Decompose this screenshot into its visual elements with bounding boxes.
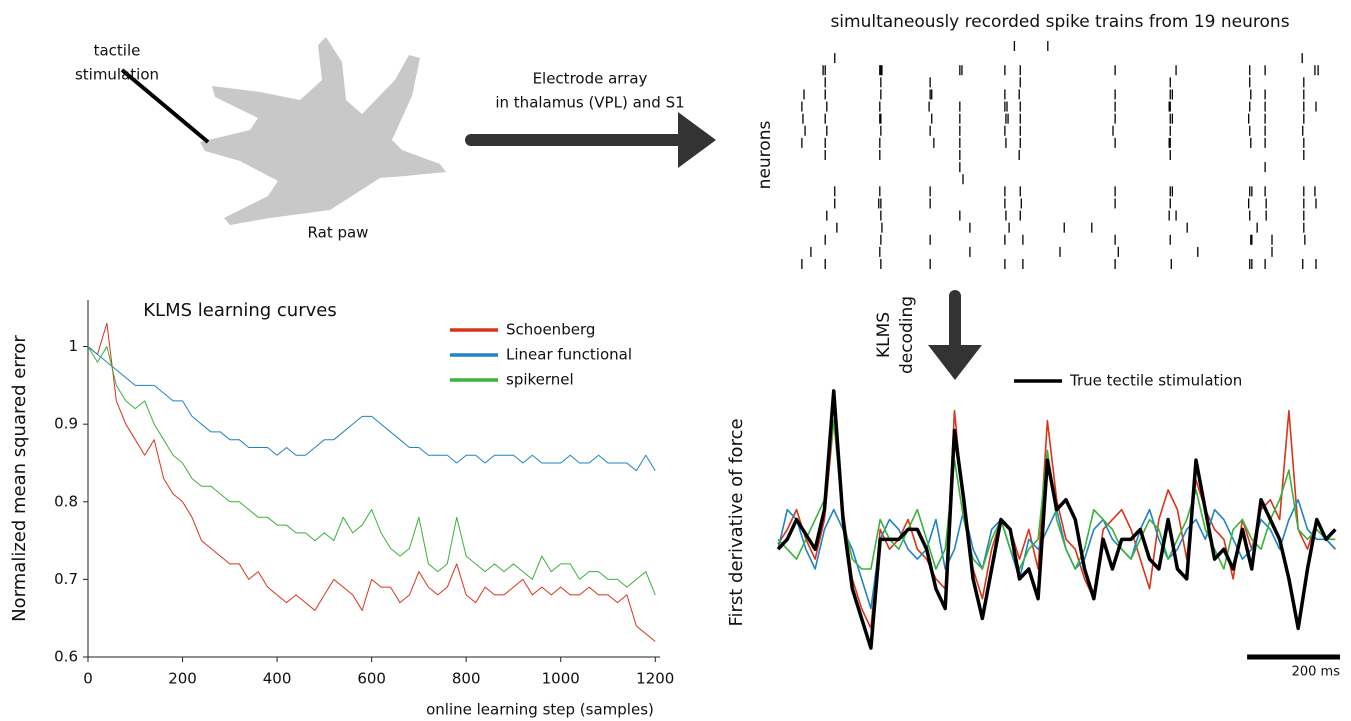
x-tick-label: 0 [83, 670, 93, 688]
x-tick-label: 1200 [636, 670, 674, 688]
decoding-label: decoding [897, 296, 917, 374]
y-axis-label: First derivative of force [726, 418, 747, 626]
scale-bar-label: 200 ms [1292, 665, 1341, 680]
legend-label: Schoenberg [506, 321, 595, 339]
x-axis-label: online learning step (samples) [426, 701, 654, 719]
paw-label: Rat paw [308, 224, 369, 242]
legend-label: True tectile stimulation [1069, 372, 1242, 390]
legend-label: spikernel [506, 371, 574, 389]
arrow-head [928, 345, 982, 380]
y-tick-label: 0.9 [54, 415, 78, 433]
arrow-shaft [949, 290, 961, 350]
series-line [87, 322, 656, 642]
arrow-shaft [465, 134, 683, 146]
chart-title: KLMS learning curves [143, 300, 336, 321]
stimulation-probe [120, 68, 210, 144]
y-tick-label: 0.8 [54, 492, 78, 510]
chart-title: simultaneously recorded spike trains fro… [830, 12, 1289, 32]
electrode-label: in thalamus (VPL) and S1 [495, 94, 684, 112]
y-axis-label: Normalized mean squared error [9, 335, 30, 622]
x-tick-label: 600 [357, 670, 386, 688]
x-tick-label: 200 [168, 670, 197, 688]
electrode-label: Electrode array [533, 70, 648, 88]
y-tick-label: 0.7 [54, 570, 78, 588]
arrow-head [678, 112, 716, 168]
series-line [776, 389, 1337, 650]
y-axis-label: neurons [755, 121, 775, 190]
series-line [87, 346, 656, 596]
stimulation-label: tactile [94, 42, 141, 60]
x-tick-label: 800 [452, 670, 481, 688]
y-tick-label: 0.6 [54, 648, 78, 666]
series-line [777, 419, 1336, 570]
stimulation-label: stimulation [75, 66, 159, 84]
series-line [87, 346, 656, 472]
x-tick-label: 1000 [542, 670, 580, 688]
decoding-label: KLMS [874, 312, 894, 358]
y-tick-label: 1 [68, 337, 78, 355]
rat-paw [200, 37, 446, 225]
legend-label: Linear functional [506, 346, 632, 364]
x-tick-label: 400 [263, 670, 292, 688]
